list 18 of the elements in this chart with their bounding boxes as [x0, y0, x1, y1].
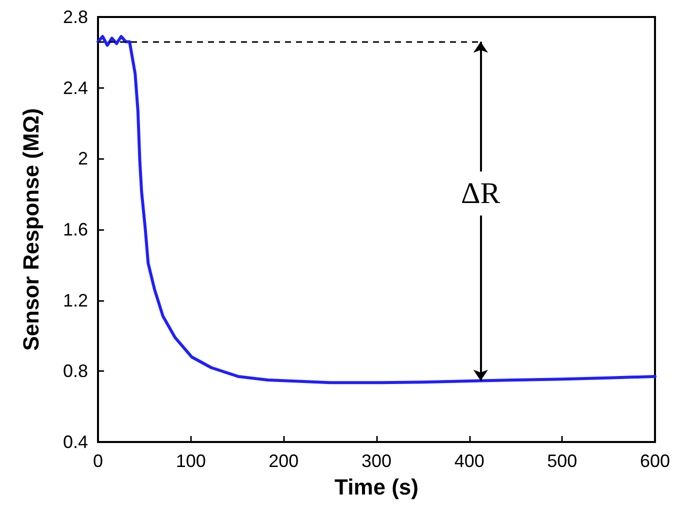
- x-tick-label: 400: [454, 451, 484, 471]
- y-tick-label: 0.4: [62, 432, 88, 452]
- x-tick-label: 600: [640, 451, 670, 471]
- x-tick-label: 500: [547, 451, 578, 471]
- y-tick-label: 2: [78, 148, 88, 169]
- y-tick-label: 1.6: [62, 220, 88, 240]
- y-tick-label: 0.8: [62, 361, 88, 382]
- x-tick-label: 0: [92, 451, 104, 471]
- y-tick-label: 2.4: [62, 78, 88, 98]
- x-tick-label: 100: [176, 451, 206, 471]
- x-tick-label: 200: [268, 451, 299, 471]
- x-axis-title: Time (s): [334, 474, 418, 500]
- x-tick-label: 300: [361, 451, 392, 471]
- annotation: ΔR: [461, 177, 500, 210]
- line-series: [96, 34, 656, 384]
- y-tick-label: 1.2: [62, 290, 88, 310]
- y-tick-label: 2.8: [62, 7, 88, 27]
- y-axis-title: Sensor Response (MΩ): [18, 108, 44, 351]
